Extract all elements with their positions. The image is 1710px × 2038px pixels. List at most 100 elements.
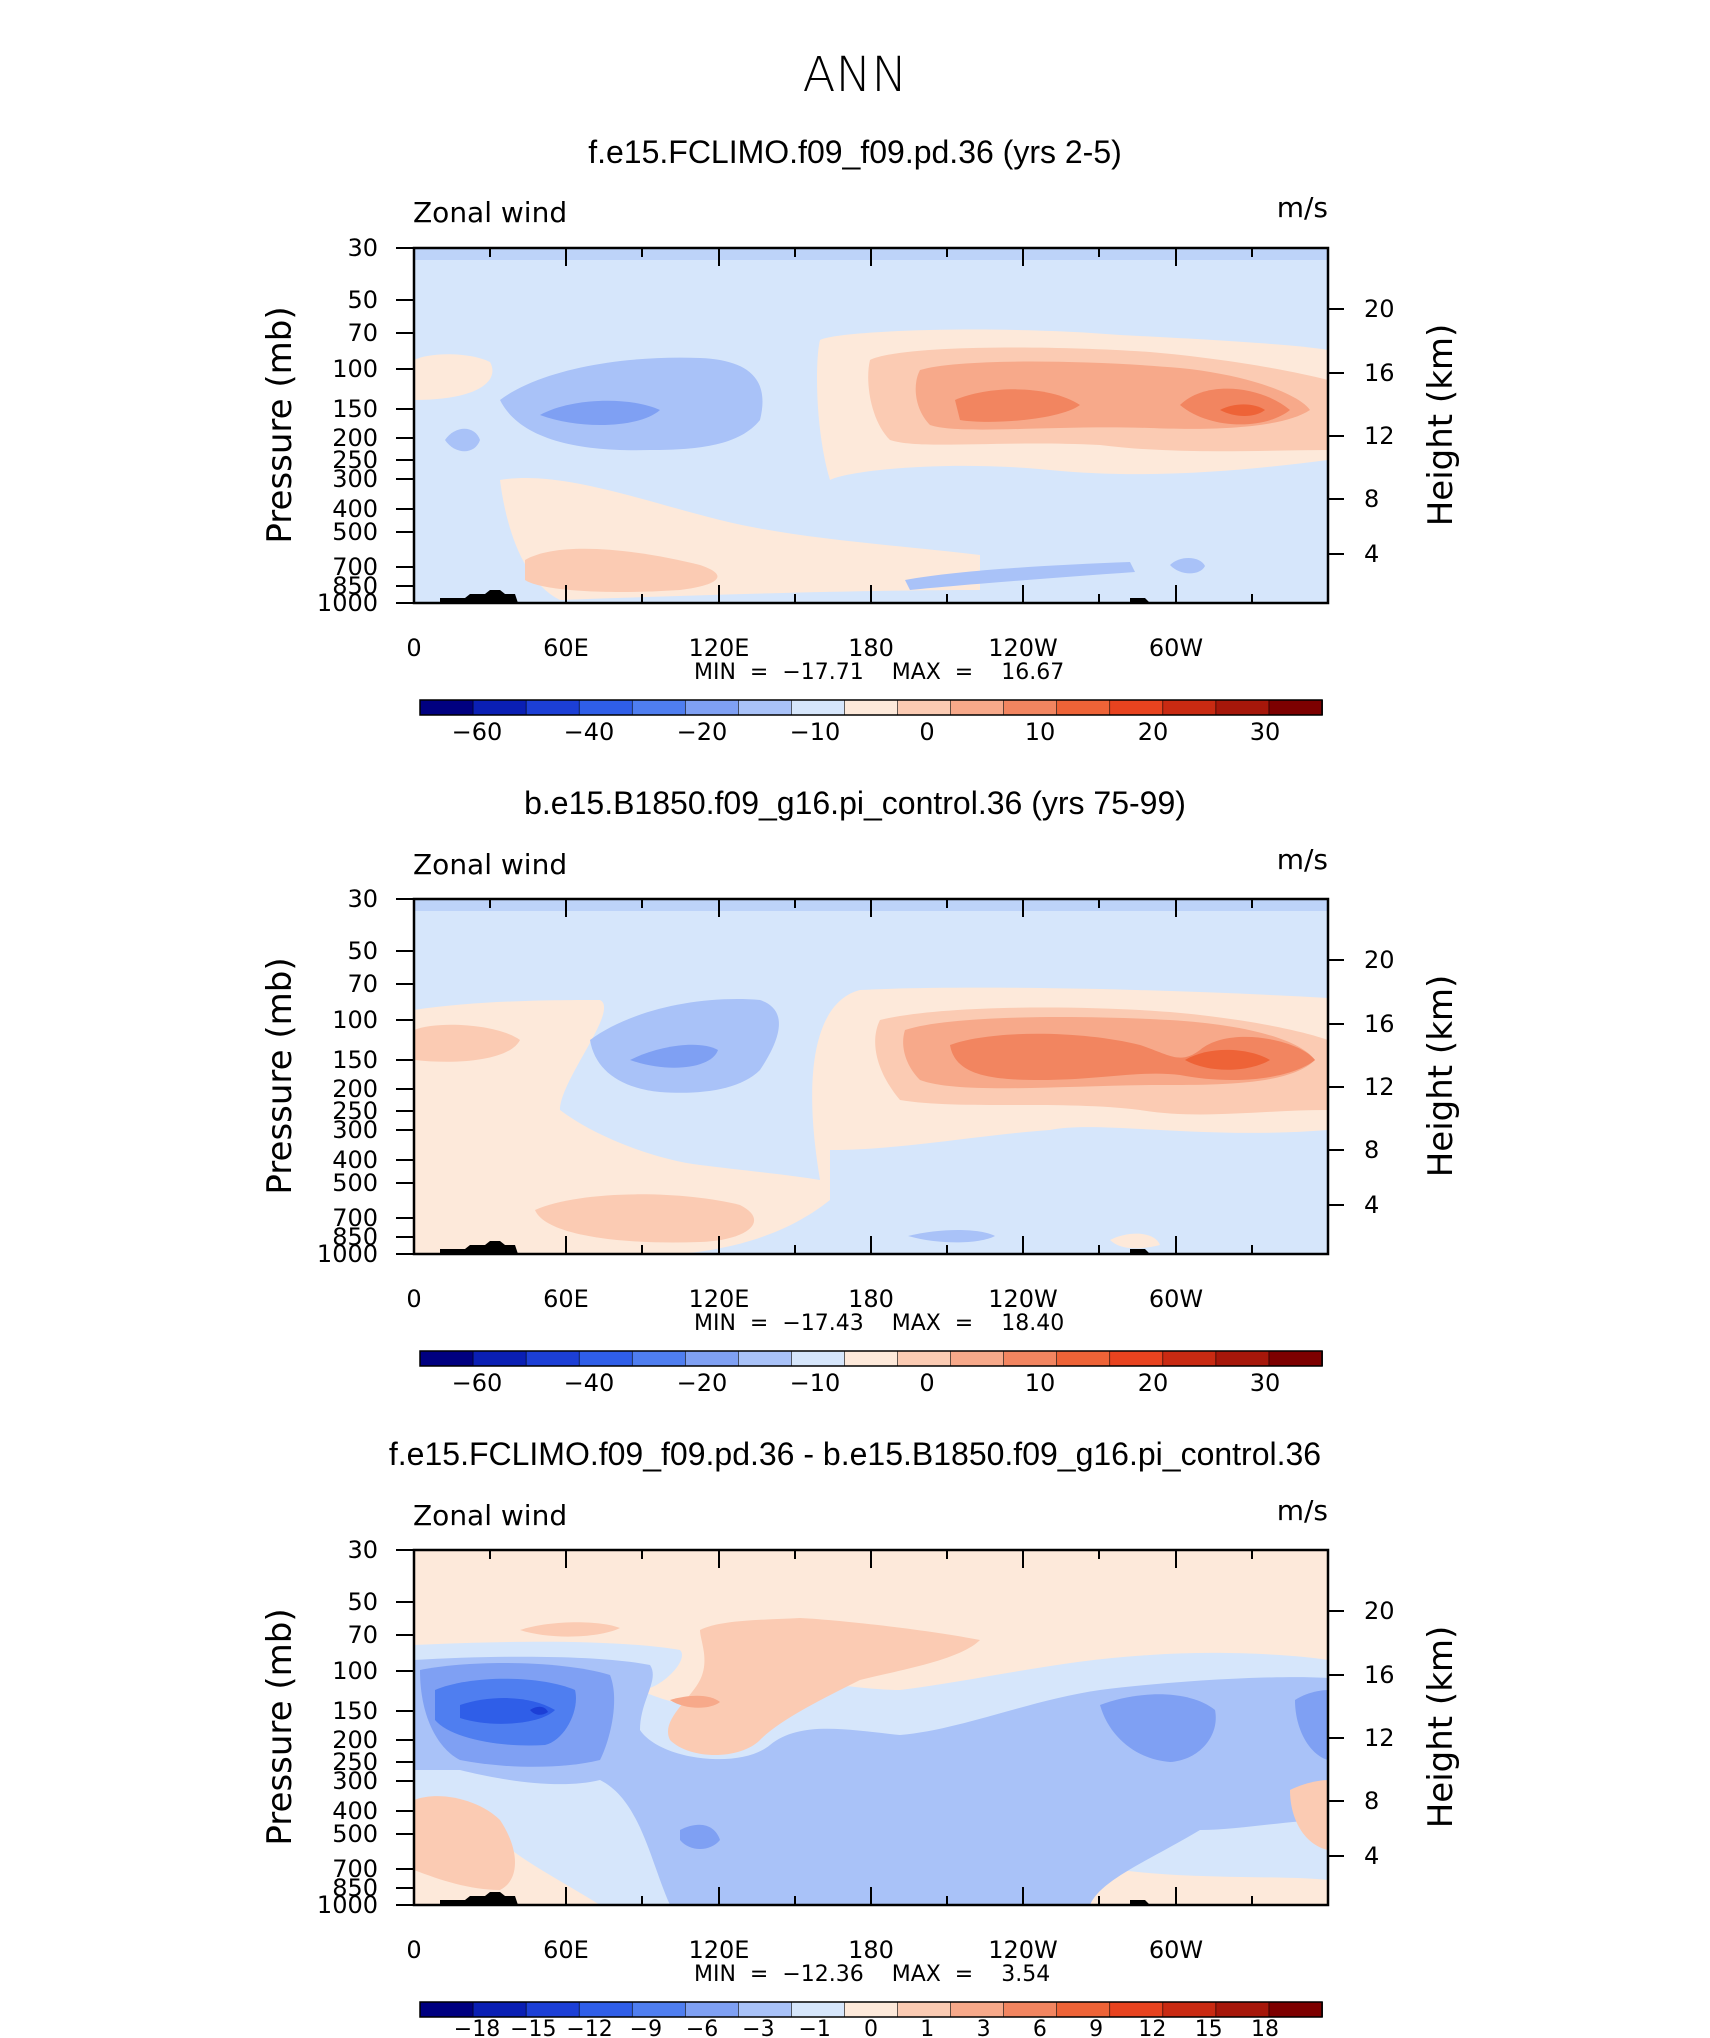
p3-colorbar-swatch: [525, 2001, 581, 2018]
panel-1-plot-area: 0 60E 120E 180 120W 60W 30 50 70 100 150…: [260, 234, 1461, 685]
p3-contour-pos-b4: [1290, 1780, 1328, 1850]
p3-colorbar-swatch: [472, 2001, 528, 2018]
p1-y-tick: 30: [347, 234, 378, 262]
p3-cb-label: 18: [1251, 2017, 1279, 2038]
p1-x-tick: 60W: [1149, 634, 1203, 662]
p3-colorbar-swatch: [897, 2001, 952, 2018]
p2-y-tick-labels: 30 50 70 100 150 200 250 300 400 500 700…: [317, 885, 378, 1268]
p3-colorbar-swatch: [684, 2001, 740, 2018]
p1-y2-tick: 20: [1364, 295, 1395, 323]
p1-colorbar-swatch: [897, 699, 952, 716]
p1-y-axis-label: Pressure (mb): [260, 306, 300, 543]
p2-colorbar-swatches: [419, 1350, 1323, 1367]
p3-contour-neg-3d: [680, 1824, 720, 1849]
p2-colorbar-frame: [419, 1350, 1323, 1367]
panel-3-variable: Zonal wind: [413, 1499, 567, 1532]
panel-3-plot-area: 0 60E 120E 180 120W 60W 30 50 70 100 150…: [260, 1536, 1461, 1987]
p3-contour-pos-b3: [414, 1796, 515, 1890]
p3-y-axis-label: Pressure (mb): [260, 1608, 300, 1845]
p3-cb-label: −15: [510, 2017, 556, 2038]
p2-colorbar-swatch: [472, 1350, 528, 1367]
p2-y-tick: 700: [332, 1204, 378, 1232]
p2-x-tick: 60W: [1149, 1285, 1203, 1313]
p1-colorbar-swatch: [1215, 699, 1270, 716]
p2-y2-tick: 20: [1364, 946, 1395, 974]
p1-contour-pos-5: [1220, 404, 1265, 416]
p2-y-tick: 850: [332, 1223, 378, 1251]
p3-colorbar-swatch: [1162, 2001, 1217, 2018]
p2-y-tick: 200: [332, 1075, 378, 1103]
p1-y2-axis-label: Height (km): [1421, 324, 1461, 527]
p1-colorbar-swatch: [950, 699, 1005, 716]
p3-y-tick: 200: [332, 1726, 378, 1754]
p2-colorbar-swatch: [1056, 1350, 1111, 1367]
p1-y-tick: 850: [332, 572, 378, 600]
p1-colorbar-swatch: [1056, 699, 1111, 716]
p3-contour-pos-b: [667, 1618, 980, 1755]
p3-x-tick: 60E: [543, 1936, 589, 1964]
p3-colorbar-swatch: [1003, 2001, 1058, 2018]
p2-y-tick: 400: [332, 1146, 378, 1174]
p3-colorbar: −18 −15 −12 −9 −6 −3 −1 0 1 3 6 9 12 15 18: [419, 2001, 1323, 2038]
p2-y2-tick-labels: 20 16 12 8 4: [1364, 946, 1395, 1219]
p2-contour-pos-5: [1185, 1049, 1270, 1070]
p3-ticks: [396, 1549, 1344, 1906]
p2-y-tick: 1000: [317, 1240, 378, 1268]
p2-colorbar-swatch: [950, 1350, 1005, 1367]
p3-contour-pos-c: [670, 1695, 720, 1708]
p3-y2-tick: 20: [1364, 1597, 1395, 1625]
p1-y2-tick: 8: [1364, 485, 1379, 513]
p3-cb-label: 9: [1089, 2017, 1103, 2038]
p1-cb-label: −20: [677, 718, 728, 746]
p2-colorbar-swatch: [1215, 1350, 1270, 1367]
p1-ticks: [396, 247, 1344, 604]
p2-colorbar-swatch: [578, 1350, 634, 1367]
p2-cb-label: 10: [1025, 1369, 1056, 1397]
p1-colorbar-swatch: [419, 699, 474, 716]
p1-cb-label: −40: [564, 718, 615, 746]
p2-y2-tick: 8: [1364, 1136, 1379, 1164]
p2-cb-label: −20: [677, 1369, 728, 1397]
p2-x-tick: 180: [848, 1285, 894, 1313]
p2-contour-neg-1b: [908, 1230, 995, 1243]
p2-cb-label: 20: [1138, 1369, 1169, 1397]
p3-colorbar-swatch: [419, 2001, 474, 2018]
p3-colorbar-swatch: [1268, 2001, 1323, 2018]
p3-y-tick: 250: [332, 1748, 378, 1776]
p3-cb-label: −6: [686, 2017, 718, 2038]
p1-y-tick: 250: [332, 446, 378, 474]
p1-contour-neg-1c: [905, 562, 1135, 590]
p2-colorbar-swatch: [844, 1350, 899, 1367]
p3-colorbar-swatches: [419, 2001, 1323, 2018]
p3-colorbar-swatch: [1215, 2001, 1270, 2018]
p3-min-max: MIN = −12.36 MAX = 3.54: [694, 1962, 1050, 1987]
p1-cb-label: 20: [1138, 718, 1169, 746]
p3-y-tick-labels: 30 50 70 100 150 200 250 300 400 500 700…: [317, 1536, 378, 1919]
p3-y2-tick: 16: [1364, 1661, 1395, 1689]
p2-cb-label: 0: [919, 1369, 934, 1397]
p1-y2-tick: 16: [1364, 359, 1395, 387]
p2-x-tick: 60E: [543, 1285, 589, 1313]
p3-cb-label: 12: [1138, 2017, 1166, 2038]
p2-x-tick-labels: 0 60E 120E 180 120W 60W: [406, 1285, 1203, 1313]
p2-colorbar-swatch: [631, 1350, 687, 1367]
p3-y-tick: 150: [332, 1697, 378, 1725]
p2-colorbar-swatch: [1109, 1350, 1164, 1367]
p1-colorbar-swatch: [578, 699, 634, 716]
p1-contour-neg-1d: [1170, 557, 1205, 574]
panel-3: f.e15.FCLIMO.f09_f09.pd.36 - b.e15.B1850…: [260, 1436, 1461, 2038]
p2-colorbar-labels: −60 −40 −20 −10 0 10 20 30: [452, 1369, 1281, 1397]
p1-contour-neg-2: [540, 400, 660, 426]
p1-colorbar-swatch: [631, 699, 687, 716]
p1-contour-pos-2b: [525, 548, 718, 592]
p1-y-tick: 400: [332, 495, 378, 523]
p2-colorbar-swatch: [1162, 1350, 1217, 1367]
p2-contour-pos-2: [414, 1024, 520, 1062]
p3-topography: [440, 1892, 1150, 1905]
p3-y-tick: 850: [332, 1874, 378, 1902]
p1-x-tick: 120E: [689, 634, 750, 662]
p3-x-tick: 120E: [689, 1936, 750, 1964]
p1-colorbar-swatch: [684, 699, 740, 716]
p1-colorbar-swatch: [1003, 699, 1058, 716]
